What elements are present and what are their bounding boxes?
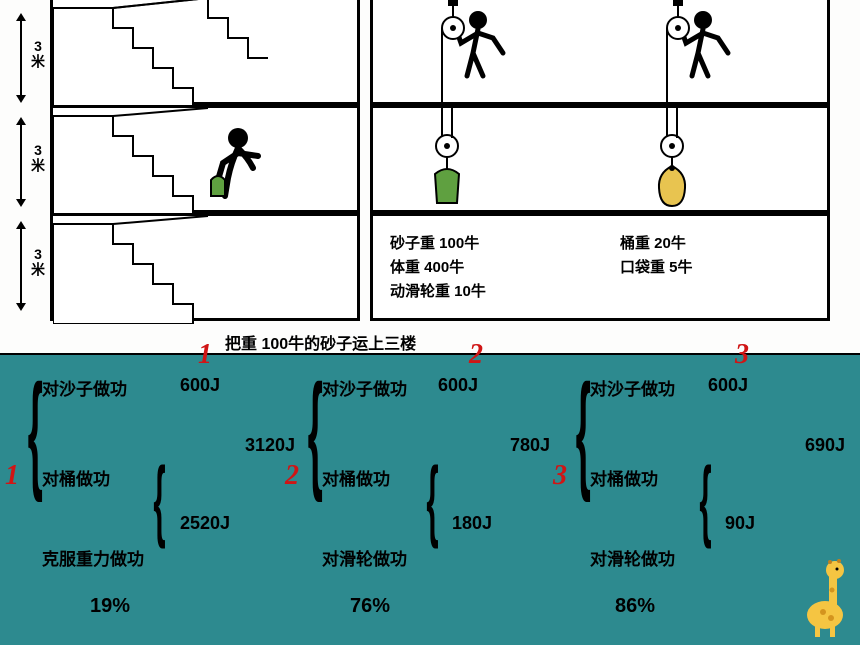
m3-pct: 86% [615, 595, 655, 618]
floor-label-1: 3米 [28, 246, 48, 276]
method-2-side: 2 [285, 460, 299, 492]
m2-pct: 76% [350, 595, 390, 618]
m3-inner1: 90J [725, 513, 755, 534]
diagram-panel: 3米 3米 3米 [0, 0, 860, 355]
method-1-side: 1 [5, 460, 19, 492]
m2-row0: 对沙子做功 [322, 375, 407, 400]
m1-row0: 对沙子做功 [42, 375, 127, 400]
m2-inner0: 600J [438, 375, 478, 396]
brace-2-big: { [308, 365, 323, 495]
m2-inner1: 180J [452, 513, 492, 534]
m1-row1: 对桶做功 [42, 465, 110, 490]
stairs-floor-1 [50, 213, 360, 321]
method-3-side: 3 [553, 460, 567, 492]
m3-row1: 对桶做功 [590, 465, 658, 490]
m3-row0: 对沙子做功 [590, 375, 675, 400]
m1-inner1: 2520J [180, 513, 230, 534]
brace-3-small: { [699, 455, 711, 545]
m3-row2: 对滑轮做功 [590, 545, 675, 570]
height-arrow-2 [20, 122, 22, 202]
pulley-floor-3 [370, 0, 830, 105]
m1-total: 3120J [245, 435, 295, 456]
m3-inner0: 600J [708, 375, 748, 396]
height-arrow-1 [20, 226, 22, 306]
method-3-top: 3 [735, 339, 749, 371]
brace-2-small: { [426, 455, 438, 545]
calculation-panel: 1 2 3 1 { 对沙子做功 对桶做功 克服重力做功 600J { 2520J… [0, 355, 860, 645]
method-2-top: 2 [469, 339, 483, 371]
info-left: 砂子重 100牛 体重 400牛 动滑轮重 10牛 [390, 232, 486, 304]
m2-total: 780J [510, 435, 550, 456]
stairs-floor-3 [50, 0, 360, 105]
floor-label-2: 3米 [28, 142, 48, 172]
m2-row2: 对滑轮做功 [322, 545, 407, 570]
m1-row2: 克服重力做功 [42, 545, 144, 570]
info-right: 桶重 20牛 口袋重 5牛 [620, 232, 693, 280]
stairs-floor-2 [50, 105, 360, 213]
brace-3-big: { [576, 365, 591, 495]
caption: 把重 100牛的砂子运上三楼 [225, 330, 416, 354]
pulley-floor-2 [370, 105, 830, 213]
floor-label-3: 3米 [28, 38, 48, 68]
brace-1-big: { [28, 365, 43, 495]
brace-1-small: { [153, 455, 165, 545]
giraffe-icon [785, 550, 855, 640]
m1-inner0: 600J [180, 375, 220, 396]
height-arrow-3 [20, 18, 22, 98]
m2-row1: 对桶做功 [322, 465, 390, 490]
m3-total: 690J [805, 435, 845, 456]
method-1-top: 1 [198, 339, 212, 371]
m1-pct: 19% [90, 595, 130, 618]
